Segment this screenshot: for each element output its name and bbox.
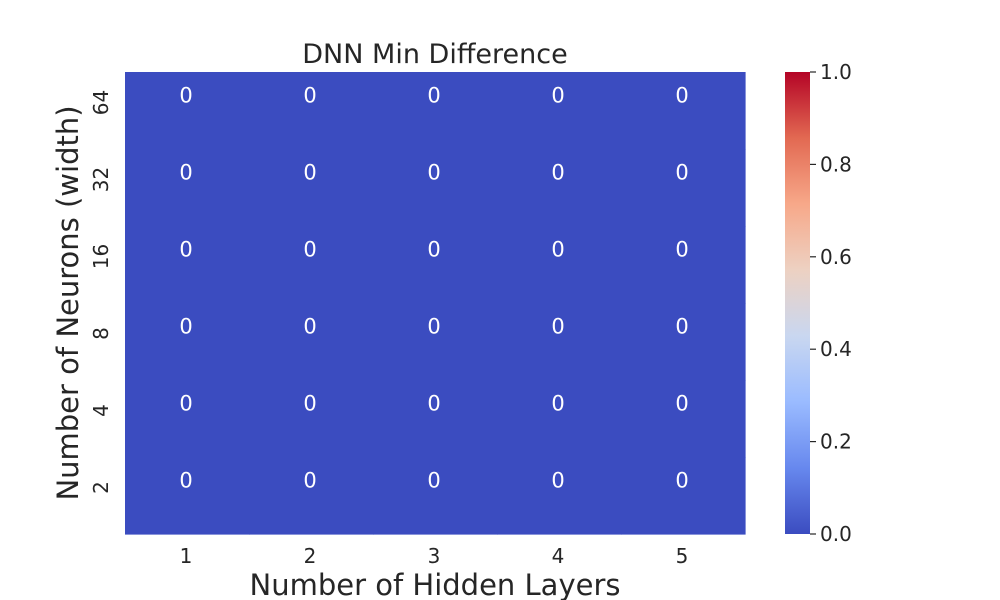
cell-value-label: 0 <box>551 238 564 262</box>
heatmap-cell <box>621 457 746 535</box>
cell-value-label: 0 <box>427 392 440 416</box>
cell-value-label: 0 <box>179 315 192 339</box>
x-tick-label: 2 <box>304 544 317 568</box>
heatmap-cell <box>373 226 498 304</box>
cell-value-label: 0 <box>303 392 316 416</box>
colorbar-tick-label: 1.0 <box>820 60 852 84</box>
heatmap-cell <box>497 72 622 150</box>
x-axis-ticks: 1 2 3 4 5 <box>180 544 689 568</box>
heatmap-cell <box>249 380 374 458</box>
x-tick-label: 4 <box>552 544 565 568</box>
cell-value-label: 0 <box>427 315 440 339</box>
heatmap-cells <box>125 72 746 535</box>
heatmap-cell <box>373 380 498 458</box>
heatmap-cell <box>373 303 498 381</box>
cell-value-label: 0 <box>179 238 192 262</box>
cell-value-label: 0 <box>551 469 564 493</box>
colorbar-tick-label: 0.4 <box>820 337 852 361</box>
x-tick-label: 1 <box>180 544 193 568</box>
heatmap-cell <box>125 303 250 381</box>
heatmap-cell <box>249 226 374 304</box>
heatmap-cell <box>125 457 250 535</box>
x-axis-label: Number of Hidden Layers <box>250 568 621 600</box>
heatmap-cell <box>497 303 622 381</box>
heatmap-cell <box>497 380 622 458</box>
heatmap-cell <box>249 149 374 227</box>
heatmap-cell <box>497 457 622 535</box>
heatmap-cell <box>621 303 746 381</box>
chart-title: DNN Min Difference <box>302 39 567 70</box>
heatmap-cell <box>373 457 498 535</box>
heatmap-cell <box>125 149 250 227</box>
cell-value-label: 0 <box>675 315 688 339</box>
x-tick-label: 5 <box>676 544 689 568</box>
colorbar-tick-label: 0.6 <box>820 245 852 269</box>
cell-value-label: 0 <box>427 161 440 185</box>
y-tick-label: 2 <box>89 481 113 494</box>
heatmap-cell <box>373 149 498 227</box>
y-tick-label: 16 <box>89 244 113 269</box>
cell-value-label: 0 <box>179 469 192 493</box>
cell-value-label: 0 <box>427 84 440 108</box>
cell-value-label: 0 <box>551 315 564 339</box>
cell-value-label: 0 <box>303 469 316 493</box>
heatmap-cell <box>249 457 374 535</box>
cell-value-label: 0 <box>303 84 316 108</box>
heatmap-cell <box>621 380 746 458</box>
heatmap-cell <box>125 72 250 150</box>
y-tick-label: 32 <box>89 167 113 192</box>
y-tick-label: 4 <box>89 404 113 417</box>
heatmap-cell <box>621 226 746 304</box>
x-tick-label: 3 <box>428 544 441 568</box>
colorbar <box>785 72 810 534</box>
cell-value-label: 0 <box>551 161 564 185</box>
cell-value-label: 0 <box>675 161 688 185</box>
colorbar-tick-label: 0.2 <box>820 430 852 454</box>
heatmap-cell <box>125 380 250 458</box>
heatmap-cell <box>621 149 746 227</box>
heatmap-cell <box>125 226 250 304</box>
heatmap-cell <box>621 72 746 150</box>
cell-value-label: 0 <box>303 315 316 339</box>
cell-value-label: 0 <box>675 469 688 493</box>
y-axis-ticks: 64 32 16 8 4 2 <box>89 90 113 494</box>
cell-value-label: 0 <box>675 238 688 262</box>
heatmap-cell <box>497 149 622 227</box>
y-tick-label: 64 <box>89 90 113 115</box>
cell-value-label: 0 <box>427 469 440 493</box>
cell-value-label: 0 <box>303 238 316 262</box>
heatmap-cell-labels: 0 0 0 0 0 0 0 0 0 0 0 0 0 0 0 0 0 0 0 0 0 0 0 0 0 0 0 0 0 0 <box>179 84 688 493</box>
colorbar-tick-label: 0.0 <box>820 522 852 546</box>
cell-value-label: 0 <box>675 84 688 108</box>
cell-value-label: 0 <box>179 161 192 185</box>
cell-value-label: 0 <box>551 392 564 416</box>
y-axis-label: Number of Neurons (width) <box>51 105 85 500</box>
cell-value-label: 0 <box>179 84 192 108</box>
colorbar-tick-label: 0.8 <box>820 152 852 176</box>
cell-value-label: 0 <box>675 392 688 416</box>
heatmap-cell <box>249 72 374 150</box>
cell-value-label: 0 <box>303 161 316 185</box>
colorbar-ticks: 0.0 0.2 0.4 0.6 0.8 1.0 <box>810 60 852 546</box>
heatmap-cell <box>373 72 498 150</box>
y-tick-label: 8 <box>89 327 113 340</box>
heatmap-cell <box>249 303 374 381</box>
cell-value-label: 0 <box>179 392 192 416</box>
cell-value-label: 0 <box>427 238 440 262</box>
heatmap-cell <box>497 226 622 304</box>
cell-value-label: 0 <box>551 84 564 108</box>
